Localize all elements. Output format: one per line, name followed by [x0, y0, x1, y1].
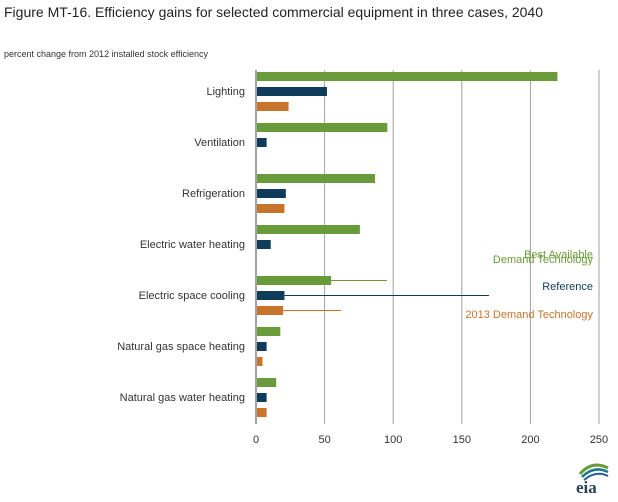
bar	[257, 102, 289, 111]
chart-subtitle: percent change from 2012 installed stock…	[4, 49, 208, 59]
category-label: Ventilation	[194, 137, 245, 149]
bar	[257, 378, 277, 387]
logo-arc-blue	[583, 472, 609, 481]
category-label: Refrigeration	[182, 188, 245, 200]
logo-text: eia	[576, 478, 597, 496]
logo-arc-green	[578, 463, 609, 476]
legend-label: Best Available	[524, 249, 593, 261]
category-label: Natural gas water heating	[120, 392, 245, 404]
bar	[257, 72, 558, 81]
bar	[257, 357, 263, 366]
bar	[257, 138, 267, 147]
legend-label: 2013 Demand Technology	[465, 309, 593, 321]
bar	[257, 276, 332, 285]
bar	[257, 87, 327, 96]
bar	[257, 240, 271, 249]
bar	[257, 408, 267, 417]
bar	[257, 342, 267, 351]
chart-title: Figure MT-16. Efficiency gains for selec…	[4, 4, 543, 20]
x-tick-label: 0	[253, 434, 259, 446]
x-tick-label: 150	[453, 434, 471, 446]
bar	[257, 174, 375, 183]
x-tick-labels: 0 50 100 150 200 250	[253, 434, 608, 446]
category-label: Lighting	[206, 86, 245, 98]
x-tick-label: 250	[590, 434, 608, 446]
bar	[257, 225, 360, 234]
x-tick-label: 50	[318, 434, 330, 446]
bar	[257, 189, 286, 198]
bar	[257, 123, 388, 132]
x-tick-label: 200	[521, 434, 539, 446]
bar	[257, 204, 285, 213]
bar	[257, 327, 281, 336]
category-labels: Lighting Ventilation Refrigeration Electric…	[117, 86, 245, 404]
bar	[257, 306, 284, 315]
x-tick-label: 100	[384, 434, 402, 446]
bars	[257, 72, 558, 417]
category-label: Electric water heating	[140, 239, 245, 251]
category-label: Natural gas space heating	[117, 341, 245, 353]
bar	[257, 393, 267, 402]
category-label: Electric space cooling	[139, 290, 245, 302]
legend-label: Reference	[542, 281, 593, 293]
eia-logo: eia	[574, 460, 614, 497]
legend-label: Demand Technology	[493, 254, 594, 266]
logo-arc-teal	[581, 468, 609, 478]
bar	[257, 291, 285, 300]
